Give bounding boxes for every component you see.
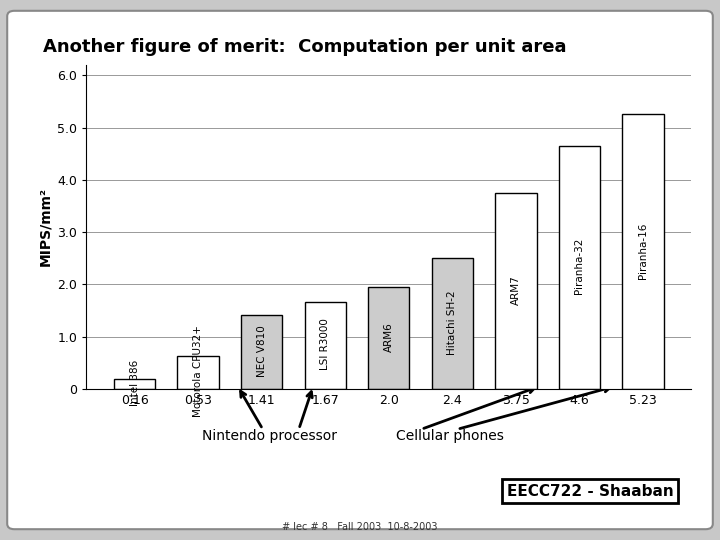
Bar: [241, 315, 282, 389]
Text: LSI R3000: LSI R3000: [320, 318, 330, 370]
FancyBboxPatch shape: [7, 11, 713, 529]
Text: ARM6: ARM6: [384, 322, 394, 352]
Text: # lec # 8   Fall 2003  10-8-2003: # lec # 8 Fall 2003 10-8-2003: [282, 522, 438, 531]
Bar: [432, 258, 473, 389]
Bar: [305, 301, 346, 389]
Text: Motorola CPU32+: Motorola CPU32+: [193, 326, 203, 417]
Text: Intel 386: Intel 386: [130, 360, 140, 406]
Bar: [177, 356, 219, 389]
Text: Another figure of merit:  Computation per unit area: Another figure of merit: Computation per…: [43, 38, 567, 56]
Text: Piranha-32: Piranha-32: [575, 238, 585, 294]
Bar: [559, 146, 600, 389]
Text: NEC V810: NEC V810: [256, 325, 266, 376]
Bar: [368, 287, 410, 389]
Bar: [114, 380, 156, 389]
Bar: [622, 114, 664, 389]
Text: Piranha-16: Piranha-16: [638, 222, 648, 279]
Text: Nintendo processor: Nintendo processor: [202, 429, 338, 443]
Y-axis label: MIPS/mm²: MIPS/mm²: [38, 187, 52, 266]
Text: EECC722 - Shaaban: EECC722 - Shaaban: [507, 484, 674, 499]
Bar: [495, 193, 536, 389]
Text: Cellular phones: Cellular phones: [396, 429, 504, 443]
Text: Hitachi SH-2: Hitachi SH-2: [447, 290, 457, 355]
Text: ARM7: ARM7: [511, 275, 521, 305]
